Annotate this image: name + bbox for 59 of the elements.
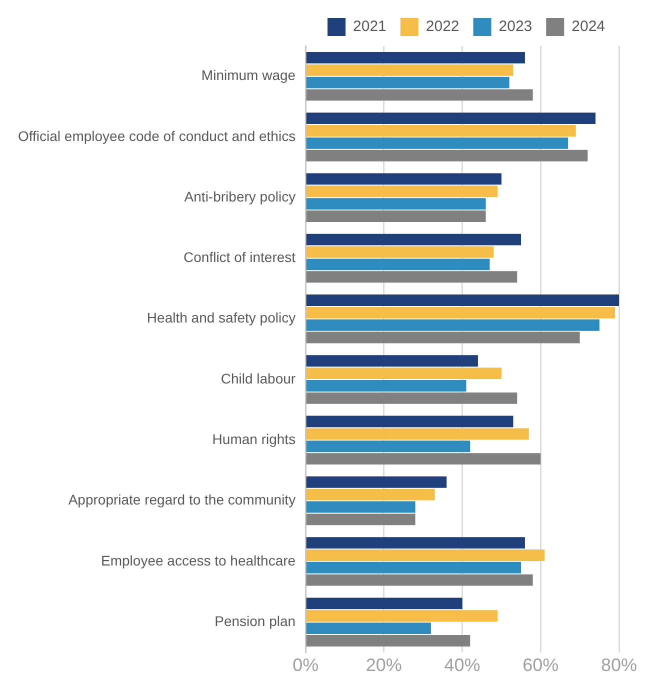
bar: [306, 234, 522, 246]
bar: [306, 562, 522, 574]
legend-label: 2022: [426, 18, 460, 36]
bar: [306, 428, 529, 440]
bar: [306, 453, 541, 465]
bar: [306, 76, 510, 88]
bar: [306, 440, 470, 452]
bar: [306, 476, 447, 488]
bar: [306, 537, 525, 549]
bar: [306, 622, 431, 634]
bar: [306, 150, 588, 162]
bar: [306, 186, 498, 198]
y-tick-label: Human rights: [212, 431, 296, 448]
bar: [306, 368, 502, 380]
y-tick-label: Anti-bribery policy: [184, 188, 296, 204]
bar: [306, 271, 518, 283]
bar: [306, 319, 600, 331]
legend-label: 2023: [498, 18, 532, 36]
bar: [306, 550, 545, 561]
bar: [306, 598, 462, 610]
bar: [306, 64, 514, 76]
bar: [306, 294, 619, 306]
bar: [306, 125, 576, 136]
legend-label: 2024: [572, 18, 606, 36]
bar: [306, 137, 568, 149]
bar: [306, 210, 486, 222]
legend-label: 2021: [353, 18, 386, 36]
bar: [306, 332, 580, 344]
y-tick-label: Health and safety policy: [146, 310, 296, 326]
bar: [306, 173, 502, 185]
bar: [306, 89, 533, 101]
bar: [306, 392, 518, 404]
bar: [306, 258, 490, 270]
bar: [306, 574, 533, 586]
x-tick-label: 80%: [600, 655, 638, 676]
y-tick-label: Minimum wage: [201, 67, 296, 84]
y-tick-label: Conflict of interest: [184, 249, 296, 266]
bar: [306, 112, 596, 124]
y-tick-label: Child labour: [220, 370, 296, 386]
bar: [306, 306, 616, 318]
x-tick-label: 60%: [522, 655, 559, 676]
y-tick-label: Pension plan: [214, 612, 296, 629]
x-tick-label: 0%: [292, 655, 319, 676]
y-tick-label: Appropriate regard to the community: [68, 492, 296, 508]
x-tick-label: 40%: [444, 655, 480, 676]
bar: [306, 52, 525, 64]
bar: [306, 246, 494, 258]
y-tick-label: Employee access to healthcare: [101, 552, 296, 568]
bar: [306, 198, 486, 210]
y-tick-label: Official employee code of conduct and ethics: [18, 128, 296, 144]
x-tick-label: 20%: [366, 655, 402, 676]
bar: [306, 610, 498, 622]
bar: [306, 355, 478, 367]
bar: [306, 488, 435, 500]
bar: [306, 380, 466, 392]
bar: [306, 416, 514, 428]
bar: [306, 501, 416, 513]
bar: [306, 635, 470, 646]
bar: [306, 514, 416, 526]
